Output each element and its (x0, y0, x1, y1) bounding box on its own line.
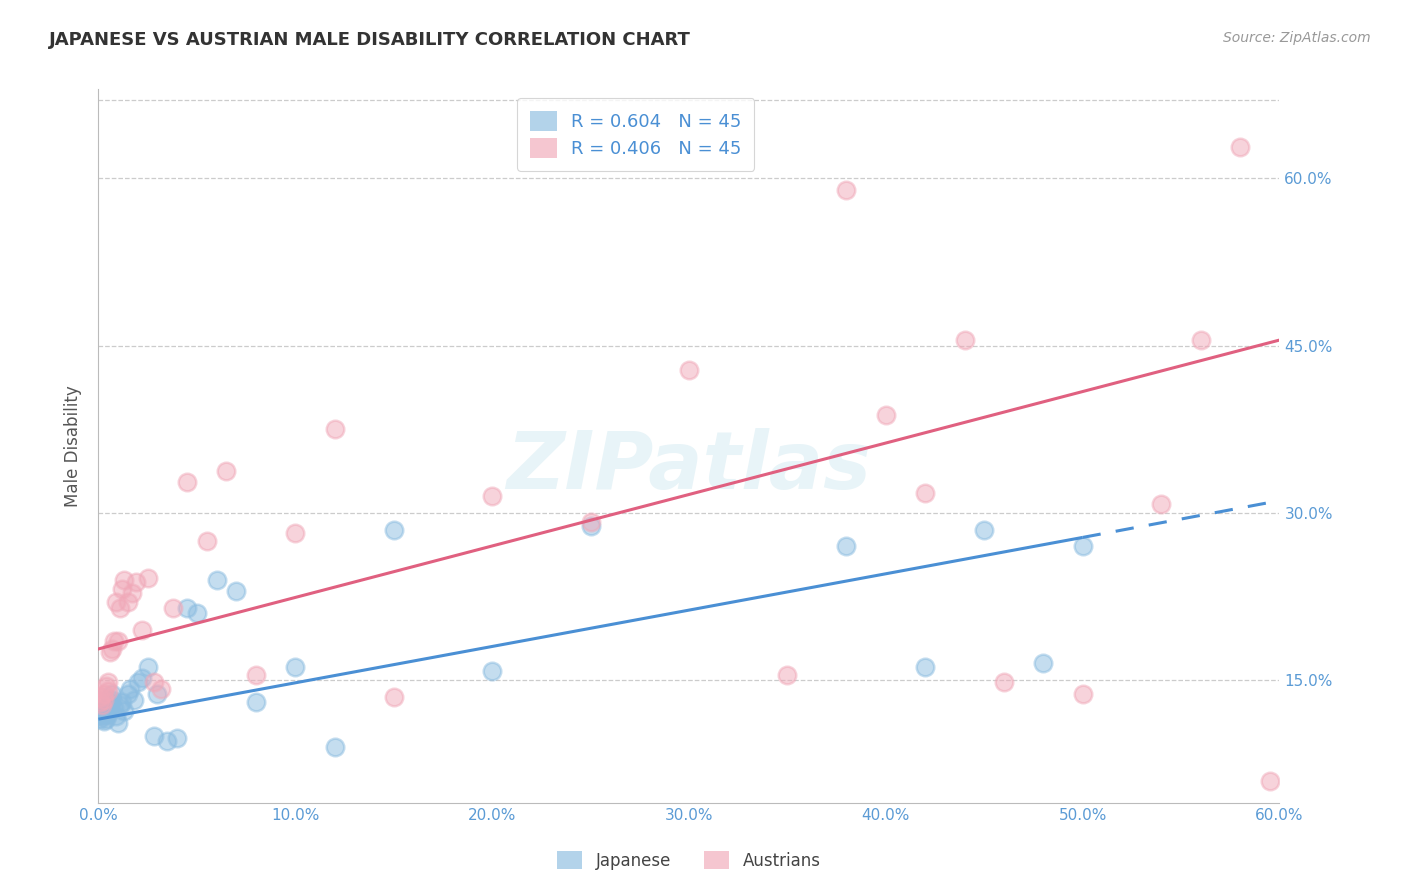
Point (1032, 657, 1054, 671)
Point (93, 693, 115, 707)
Point (103, 634, 125, 648)
Point (98, 645, 121, 659)
Point (112, 705, 135, 719)
Point (914, 660, 936, 674)
Point (131, 623, 153, 637)
Point (98, 701, 121, 715)
Point (97, 675, 120, 690)
Point (382, 690, 405, 704)
Point (117, 595, 139, 609)
Point (1229, 140, 1251, 154)
Point (1150, 497, 1173, 511)
Point (131, 671, 153, 685)
Point (166, 731, 188, 746)
Point (107, 715, 129, 730)
Point (96, 705, 118, 719)
Point (93, 714, 115, 729)
Point (125, 574, 148, 589)
Point (101, 693, 124, 707)
Point (103, 701, 125, 715)
Point (111, 582, 134, 596)
Point (107, 634, 129, 648)
Point (97, 701, 120, 715)
Point (127, 675, 149, 690)
Point (176, 475, 198, 489)
Point (111, 696, 134, 710)
Point (108, 600, 131, 615)
Point (118, 681, 141, 696)
Point (162, 600, 184, 615)
Point (136, 571, 159, 585)
Point (105, 708, 128, 723)
Point (91, 705, 114, 719)
Point (89, 690, 111, 704)
Point (146, 687, 169, 701)
Point (835, 183, 858, 197)
Text: JAPANESE VS AUSTRIAN MALE DISABILITY CORRELATION CHART: JAPANESE VS AUSTRIAN MALE DISABILITY COR… (49, 31, 692, 49)
Point (89, 706, 111, 721)
Point (284, 526, 307, 541)
Point (973, 523, 995, 537)
Point (105, 595, 128, 609)
Point (678, 363, 700, 377)
Point (1071, 687, 1094, 701)
Point (136, 660, 159, 674)
Point (481, 664, 503, 678)
Point (875, 408, 897, 422)
Point (245, 696, 267, 710)
Text: ZIPatlas: ZIPatlas (506, 428, 872, 507)
Point (97, 684, 120, 698)
Point (776, 667, 799, 681)
Point (481, 489, 503, 503)
Legend: Japanese, Austrians: Japanese, Austrians (551, 845, 827, 877)
Point (245, 667, 267, 681)
Point (117, 687, 139, 701)
Point (89, 696, 111, 710)
Point (284, 660, 307, 674)
Point (91, 708, 114, 723)
Point (993, 675, 1015, 690)
Point (93, 706, 115, 721)
Point (98, 696, 121, 710)
Point (1189, 333, 1212, 347)
Point (91, 698, 114, 712)
Point (1258, 773, 1281, 788)
Point (142, 675, 165, 690)
Point (579, 519, 602, 533)
Point (215, 464, 238, 478)
Point (382, 523, 405, 537)
Point (205, 573, 228, 587)
Point (953, 333, 976, 347)
Point (914, 485, 936, 500)
Point (150, 681, 173, 696)
Point (112, 573, 135, 587)
Point (142, 729, 165, 743)
Point (835, 539, 858, 553)
Point (121, 586, 143, 600)
Point (93, 687, 115, 701)
Text: Source: ZipAtlas.com: Source: ZipAtlas.com (1223, 31, 1371, 45)
Point (108, 698, 131, 712)
Point (1071, 539, 1094, 553)
Point (176, 600, 198, 615)
Point (96, 712, 118, 726)
Point (89, 712, 111, 726)
Point (156, 734, 179, 748)
Point (97, 706, 120, 721)
Point (195, 533, 218, 548)
Y-axis label: Male Disability: Male Disability (65, 385, 83, 507)
Point (323, 422, 346, 436)
Point (96, 679, 118, 693)
Point (225, 583, 247, 598)
Point (122, 693, 145, 707)
Point (186, 607, 208, 621)
Point (101, 687, 124, 701)
Point (101, 642, 124, 657)
Point (323, 740, 346, 755)
Point (579, 515, 602, 529)
